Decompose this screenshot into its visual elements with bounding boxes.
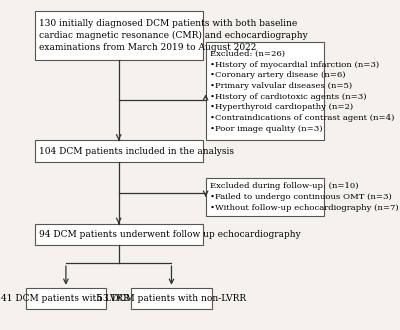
FancyBboxPatch shape: [131, 288, 212, 309]
Text: 41 DCM patients with LVRR: 41 DCM patients with LVRR: [2, 294, 130, 303]
FancyBboxPatch shape: [35, 11, 202, 60]
Text: 53 DCM patients with non-LVRR: 53 DCM patients with non-LVRR: [97, 294, 246, 303]
Text: 104 DCM patients included in the analysis: 104 DCM patients included in the analysi…: [39, 147, 234, 155]
FancyBboxPatch shape: [35, 224, 202, 245]
Text: Excluded: (n=26)
•History of myocardial infarction (n=3)
•Coronary artery diseas: Excluded: (n=26) •History of myocardial …: [210, 50, 394, 133]
Text: 130 initially diagnosed DCM patients with both baseline
cardiac magnetic resonan: 130 initially diagnosed DCM patients wit…: [39, 19, 308, 52]
Text: 94 DCM patients underwent follow up echocardiography: 94 DCM patients underwent follow up echo…: [39, 230, 301, 239]
FancyBboxPatch shape: [35, 141, 202, 162]
FancyBboxPatch shape: [206, 178, 324, 216]
Text: Excluded during follow-up: (n=10)
•Failed to undergo continuous OMT (n=3)
•Witho: Excluded during follow-up: (n=10) •Faile…: [210, 182, 398, 212]
FancyBboxPatch shape: [26, 288, 106, 309]
FancyBboxPatch shape: [206, 42, 324, 141]
